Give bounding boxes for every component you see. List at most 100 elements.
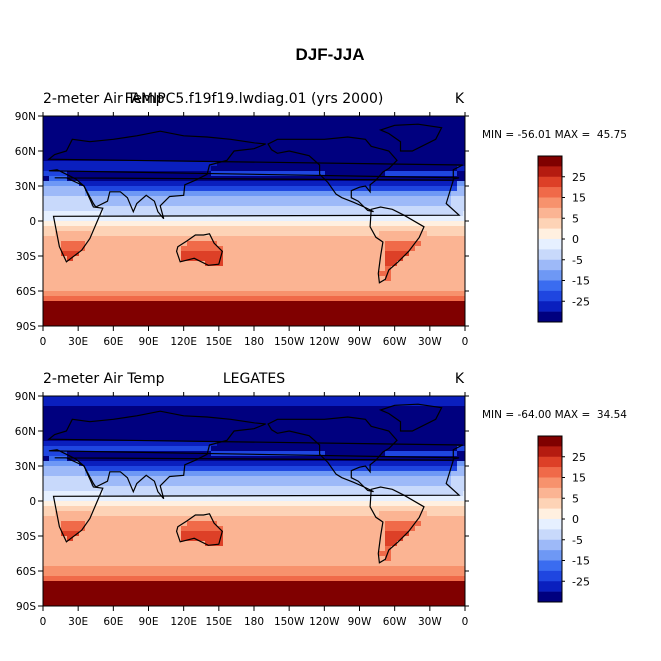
field-cell — [241, 496, 248, 502]
field-cell — [433, 286, 440, 292]
field-cell — [391, 456, 398, 462]
field-cell — [247, 226, 254, 232]
field-cell — [433, 511, 440, 517]
field-cell — [283, 236, 290, 242]
field-cell — [79, 296, 86, 302]
field-cell — [79, 476, 86, 482]
field-cell — [301, 436, 308, 442]
field-cell — [325, 236, 332, 242]
field-cell — [253, 211, 260, 217]
field-cell — [271, 396, 278, 402]
field-cell — [139, 431, 146, 437]
field-cell — [145, 421, 152, 427]
field-cell — [55, 231, 62, 237]
field-cell — [337, 141, 344, 147]
field-cell — [145, 281, 152, 287]
field-cell — [325, 281, 332, 287]
field-cell — [451, 521, 458, 527]
field-cell — [289, 451, 296, 457]
field-cell — [355, 191, 362, 197]
field-cell — [415, 161, 422, 167]
field-cell — [43, 191, 50, 197]
field-cell — [445, 306, 452, 312]
field-cell — [265, 271, 272, 277]
field-cell — [115, 211, 122, 217]
field-cell — [55, 501, 62, 507]
field-cell — [457, 291, 464, 297]
field-cell — [67, 441, 74, 447]
field-cell — [217, 311, 224, 317]
field-cell — [85, 271, 92, 277]
field-cell — [235, 156, 242, 162]
field-cell — [409, 511, 416, 517]
field-cell — [205, 206, 212, 212]
field-cell — [199, 236, 206, 242]
field-cell — [367, 396, 374, 402]
field-cell — [373, 191, 380, 197]
field-cell — [283, 181, 290, 187]
field-cell — [331, 231, 338, 237]
field-cell — [61, 401, 68, 407]
field-cell — [97, 466, 104, 472]
field-cell — [409, 416, 416, 422]
field-cell — [121, 171, 128, 177]
field-cell — [409, 421, 416, 427]
field-cell — [319, 261, 326, 267]
field-cell — [451, 196, 458, 202]
field-cell — [433, 176, 440, 182]
field-cell — [325, 466, 332, 472]
field-cell — [145, 231, 152, 237]
field-cell — [355, 316, 362, 322]
field-cell — [319, 241, 326, 247]
field-cell — [43, 471, 50, 477]
field-cell — [235, 201, 242, 207]
field-cell — [295, 246, 302, 252]
field-cell — [103, 321, 110, 326]
field-cell — [259, 181, 266, 187]
field-cell — [397, 516, 404, 522]
field-cell — [421, 231, 428, 237]
field-cell — [43, 511, 50, 517]
field-cell — [73, 401, 80, 407]
field-cell — [115, 206, 122, 212]
field-cell — [373, 491, 380, 497]
field-cell — [217, 471, 224, 477]
field-cell — [331, 261, 338, 267]
field-cell — [229, 286, 236, 292]
field-cell — [391, 251, 398, 257]
field-cell — [355, 306, 362, 312]
field-cell — [457, 441, 464, 447]
field-cell — [115, 461, 122, 467]
field-cell — [157, 521, 164, 527]
field-cell — [205, 191, 212, 197]
field-cell — [157, 256, 164, 262]
field-cell — [181, 491, 188, 497]
field-cell — [439, 491, 446, 497]
field-cell — [193, 436, 200, 442]
field-cell — [433, 301, 440, 307]
field-cell — [49, 226, 56, 232]
field-cell — [205, 401, 212, 407]
field-cell — [391, 516, 398, 522]
field-cell — [97, 456, 104, 462]
field-cell — [313, 121, 320, 127]
field-cell — [271, 481, 278, 487]
field-cell — [73, 501, 80, 507]
field-cell — [451, 491, 458, 497]
field-cell — [175, 501, 182, 507]
field-cell — [181, 151, 188, 157]
field-cell — [373, 521, 380, 527]
field-cell — [163, 311, 170, 317]
field-cell — [175, 511, 182, 517]
field-cell — [115, 311, 122, 317]
field-cell — [205, 486, 212, 492]
field-cell — [223, 486, 230, 492]
field-cell — [205, 396, 212, 402]
field-cell — [121, 491, 128, 497]
field-cell — [421, 191, 428, 197]
field-cell — [175, 266, 182, 272]
field-cell — [157, 251, 164, 257]
field-cell — [193, 221, 200, 227]
field-cell — [73, 411, 80, 417]
field-cell — [151, 291, 158, 297]
